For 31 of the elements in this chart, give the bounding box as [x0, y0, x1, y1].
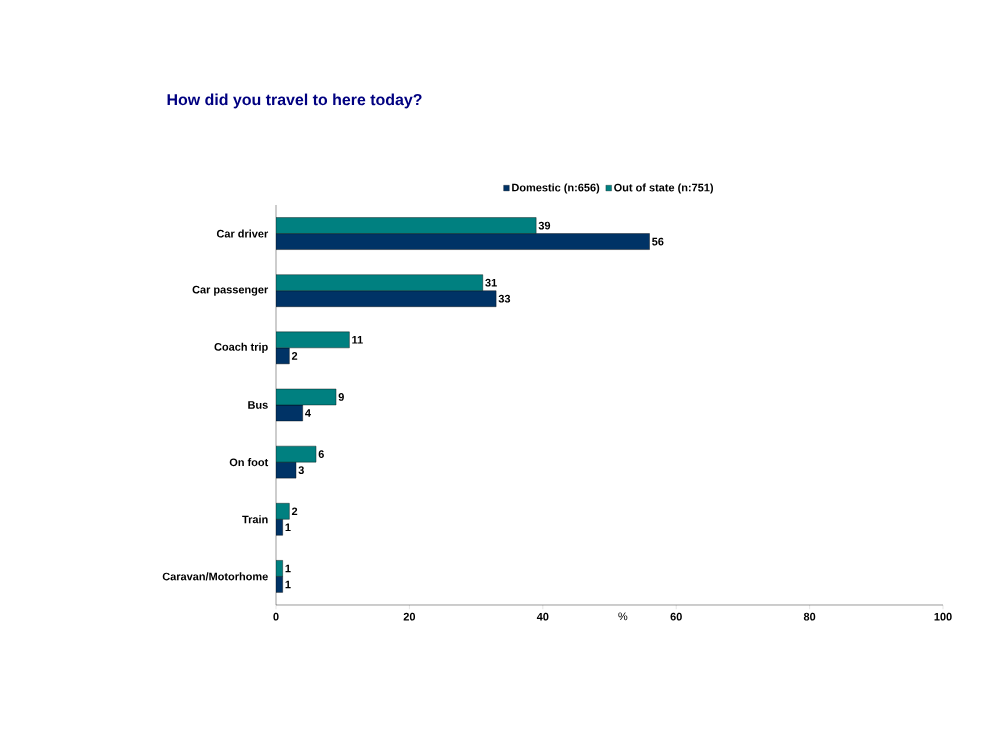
data-label: 31 — [485, 278, 497, 287]
y-tick-label: Bus — [248, 401, 268, 409]
y-tick-label: Caravan/Motorhome — [162, 572, 268, 581]
x-tick-label: 100 — [934, 612, 952, 621]
data-label: 1 — [285, 523, 291, 532]
data-label: 9 — [338, 393, 344, 401]
data-label: 39 — [538, 221, 551, 230]
data-label: 56 — [652, 237, 664, 246]
data-label: 6 — [318, 450, 324, 459]
y-tick-label: Coach trip — [214, 342, 268, 353]
chart-title: How did you travel to here today? — [167, 93, 422, 109]
y-tick-label: Car driver — [216, 229, 269, 238]
y-tick-label: Train — [242, 515, 268, 524]
data-label: 2 — [291, 507, 298, 516]
legend-label: Out of state (n:751) — [614, 183, 713, 194]
y-tick-label: On foot — [229, 458, 269, 467]
x-tick-label: 80 — [803, 612, 816, 621]
x-tick-label: 20 — [403, 612, 416, 621]
y-tick-label: Car passenger — [192, 285, 269, 296]
data-label: 33 — [498, 294, 511, 303]
data-label: 1 — [285, 564, 291, 573]
x-tick-label: 60 — [670, 612, 682, 621]
data-label: 1 — [285, 580, 291, 589]
x-tick-label: 40 — [536, 612, 549, 621]
data-label: 3 — [298, 466, 304, 475]
data-label: 4 — [305, 409, 311, 417]
data-label: 11 — [352, 336, 363, 344]
data-label: 2 — [291, 352, 298, 360]
x-tick-label: 0 — [273, 612, 279, 621]
x-axis-title: % — [618, 612, 628, 621]
legend-label: Domestic (n:656) — [512, 183, 600, 194]
